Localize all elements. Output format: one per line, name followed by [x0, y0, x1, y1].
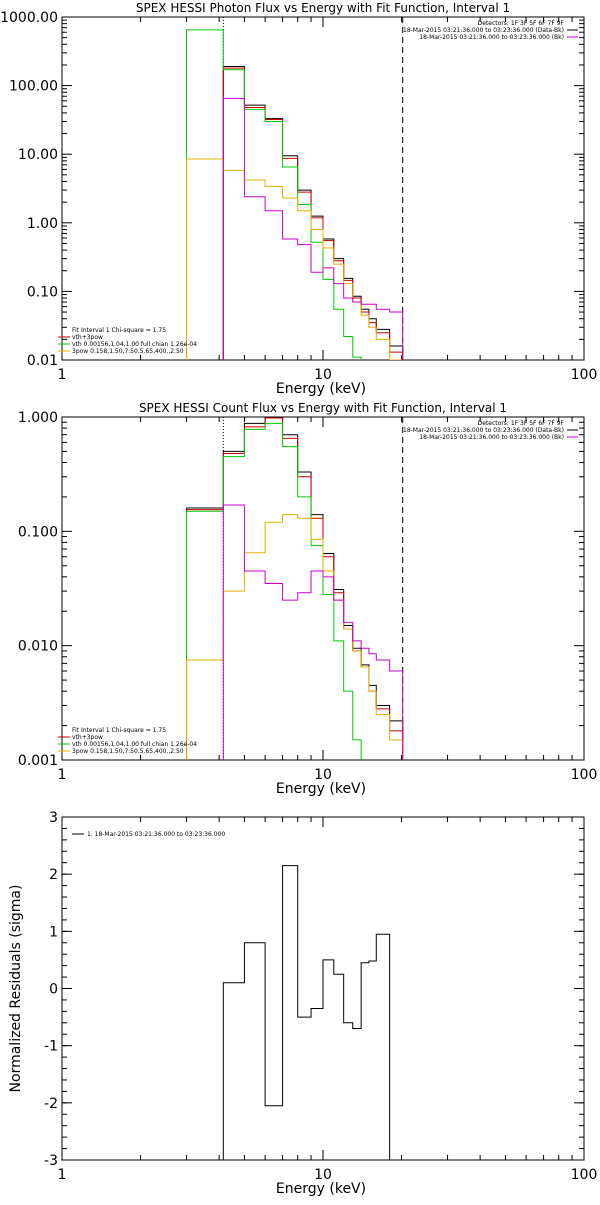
chart-title: SPEX HESSI Count Flux vs Energy with Fit…	[139, 401, 507, 415]
y-tick-label: 3	[49, 810, 58, 826]
series-5-line	[222, 97, 404, 360]
y-tick-label: 0.010	[18, 639, 58, 655]
series-4-line	[186, 514, 404, 760]
x-tick-label: 1	[58, 1167, 67, 1183]
y-tick-label: 100.00	[9, 79, 58, 95]
y-tick-label: 0.100	[18, 524, 58, 540]
x-tick-label: 100	[571, 367, 598, 383]
y-tick-label: -2	[44, 1096, 58, 1112]
y-axis-label: Normalized Residuals (sigma)	[8, 885, 24, 1093]
legend-entry: Fit Interval 1 Chi-square = 1.75	[72, 727, 166, 734]
series-group	[186, 417, 404, 760]
legend-entry: Fit Interval 1 Chi-square = 1.75	[72, 327, 166, 334]
series-group	[186, 29, 404, 360]
x-tick-label: 10	[314, 767, 332, 783]
legend-entry: 3pow 0.158,1.50,7.50,5.65,400.,2.50	[72, 748, 184, 755]
legend-entry: vth 0.00156,1.04,1.00 full chian 1.26e-0…	[72, 741, 197, 748]
y-tick-label: 0.10	[27, 284, 58, 300]
series-3-line	[186, 422, 362, 760]
series-1-line	[222, 865, 391, 1160]
series-4-line	[186, 158, 404, 360]
legend-bottom-left: Fit Interval 1 Chi-square = 1.75vth+3pow…	[58, 727, 197, 755]
y-tick-label: 1.000	[18, 410, 58, 426]
x-axis-label: Energy (keV)	[276, 1181, 366, 1197]
legend-entry: 3pow 0.158,1.50,7.50,5.65,400.,2.50	[72, 348, 184, 355]
y-tick-label: 0	[49, 982, 58, 998]
legend-top-right: Detectors: 1F 3F 5F 6F 7F 9F18-Mar-2015 …	[403, 20, 578, 41]
x-tick-label: 1	[58, 767, 67, 783]
y-tick-label: -1	[44, 1039, 58, 1055]
x-axis-label: Energy (keV)	[276, 781, 366, 797]
x-axis-label: Energy (keV)	[276, 381, 366, 397]
series-group	[222, 865, 391, 1160]
legend-entry: Detectors: 1F 3F 5F 6F 7F 9F	[478, 420, 565, 427]
y-tick-label: 0.001	[18, 753, 58, 769]
x-tick-label: 100	[571, 1167, 598, 1183]
chart-title: SPEX HESSI Photon Flux vs Energy with Fi…	[136, 1, 510, 15]
legend-entry: vth 0.00156,1.04,1.00 full chian 1.26e-0…	[72, 341, 197, 348]
y-tick-label: 2	[49, 867, 58, 883]
legend-bottom-left: Fit Interval 1 Chi-square = 1.75vth+3pow…	[58, 327, 197, 355]
legend-top-right: Detectors: 1F 3F 5F 6F 7F 9F18-Mar-2015 …	[403, 420, 578, 441]
y-tick-label: 10.00	[18, 147, 58, 163]
x-tick-label: 100	[571, 767, 598, 783]
series-5-line	[222, 504, 404, 760]
y-tick-label: 0.01	[27, 353, 58, 369]
legend-entry: 1. 18-Mar-2015 03:21:36.000 to 03:23:36.…	[87, 831, 225, 838]
panel-2: SPEX HESSI Count Flux vs Energy with Fit…	[18, 401, 598, 797]
panel-1: SPEX HESSI Photon Flux vs Energy with Fi…	[0, 1, 598, 397]
legend-entry: 18-Mar-2015 03:21:36.000 to 03:23:36.000…	[419, 434, 564, 441]
legend-entry: vth+3pow	[72, 334, 103, 341]
legend-top-left: 1. 18-Mar-2015 03:21:36.000 to 03:23:36.…	[72, 831, 225, 838]
y-tick-label: -3	[44, 1153, 58, 1169]
legend-entry: 18-Mar-2015 03:21:36.000 to 03:23:36.000…	[403, 27, 564, 34]
x-tick-label: 10	[314, 1167, 332, 1183]
legend-entry: 18-Mar-2015 03:21:36.000 to 03:23:36.000…	[403, 427, 564, 434]
y-tick-label: 1.00	[27, 216, 58, 232]
x-tick-label: 1	[58, 367, 67, 383]
legend-entry: 18-Mar-2015 03:21:36.000 to 03:23:36.000…	[419, 34, 564, 41]
legend-entry: Detectors: 1F 3F 5F 6F 7F 9F	[478, 20, 565, 27]
y-tick-label: 1	[49, 924, 58, 940]
legend-entry: vth+3pow	[72, 734, 103, 741]
series-1-line	[186, 417, 404, 760]
x-tick-label: 10	[314, 367, 332, 383]
y-tick-label: 1000.00	[0, 10, 58, 26]
